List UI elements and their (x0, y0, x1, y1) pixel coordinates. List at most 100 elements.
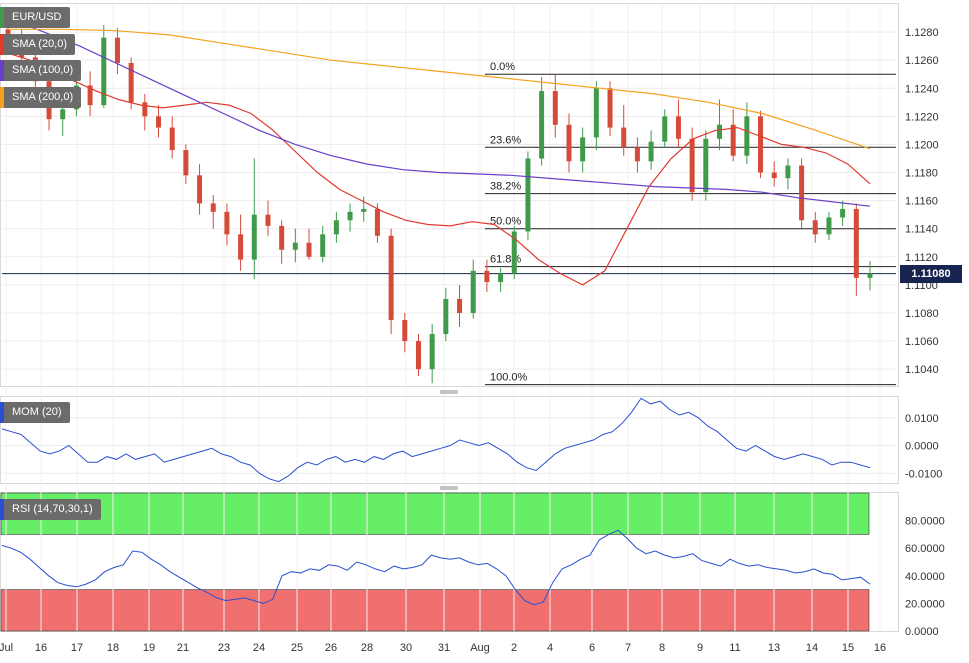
rsi-label: RSI (14,70,30,1) (12, 503, 93, 515)
candle-body (128, 62, 134, 103)
fib-level-label: 50.0% (490, 216, 521, 228)
price-tick-label: 1.1220 (905, 111, 939, 123)
time-tick-label: 14 (806, 642, 818, 654)
sma200-legend[interactable]: SMA (200,0) (0, 87, 82, 108)
sma200-label: SMA (200,0) (12, 91, 74, 103)
candle-body (580, 137, 586, 162)
time-tick-label: 26 (325, 642, 337, 654)
candle-body (374, 209, 380, 236)
mom-legend[interactable]: MOM (20) (0, 402, 70, 423)
candle-body (621, 127, 627, 148)
sma100-legend[interactable]: SMA (100,0) (0, 60, 82, 81)
sma20-legend[interactable]: SMA (20,0) (0, 34, 76, 55)
momentum-tick-label: 0.0100 (905, 413, 939, 425)
symbol-legend[interactable]: EUR/USD (0, 7, 70, 28)
time-tick-label: 4 (547, 642, 553, 654)
rsi-overbought-zone (0, 492, 870, 535)
momentum-tick-label: -0.0100 (905, 468, 942, 480)
rsi-tick-label: 0.0000 (905, 626, 939, 638)
candle-body (771, 172, 777, 179)
sma200-line (8, 28, 871, 150)
momentum-tick-label: 0.0000 (905, 441, 939, 453)
candle-body (320, 234, 326, 257)
legend-swatch (0, 499, 4, 520)
candle-body (457, 298, 463, 313)
candle-body (525, 158, 531, 232)
candle-body (470, 270, 476, 313)
candle-body (443, 298, 449, 335)
time-tick-label: 23 (218, 642, 230, 654)
candle-body (730, 124, 736, 156)
price-tick-label: 1.1200 (905, 139, 939, 151)
price-tick-label: 1.1040 (905, 364, 939, 376)
time-tick-label: 16 (35, 642, 47, 654)
candle-body (511, 231, 517, 274)
candle-body (224, 211, 230, 235)
grid-lines (2, 4, 896, 631)
time-tick-label: 24 (253, 642, 265, 654)
candle-body (853, 209, 859, 278)
candle-body (415, 341, 421, 370)
rsi-zones (0, 492, 870, 632)
rsi-series-line (1, 529, 871, 606)
candle-body (812, 220, 818, 235)
time-tick-label: 9 (697, 642, 703, 654)
legend-swatch (0, 402, 4, 423)
time-tick-label: 16 (874, 642, 886, 654)
time-tick-label: 28 (361, 642, 373, 654)
time-tick-label: 31 (438, 642, 450, 654)
candle-body (429, 334, 435, 370)
candle-body (169, 127, 175, 151)
fib-level-label: 0.0% (490, 61, 515, 73)
legend-swatch (0, 34, 4, 55)
price-tick-label: 1.1180 (905, 168, 938, 180)
sma100-line (7, 17, 871, 207)
last-price-tag: 1.11080 (900, 264, 962, 283)
panel-resize-handle[interactable] (440, 390, 458, 394)
time-tick-label: 25 (291, 642, 303, 654)
fib-level-label: 100.0% (490, 372, 528, 384)
price-tick-label: 1.1140 (905, 224, 938, 236)
candle-body (142, 102, 148, 117)
momentum-series-line (1, 397, 871, 483)
panel-resize-handle[interactable] (440, 486, 458, 490)
candle-body (114, 37, 120, 63)
candle-body (758, 116, 764, 173)
fibonacci-levels: 0.0%23.6%38.2%50.0%61.8%100.0% (2, 61, 896, 386)
price-panel-frame (0, 3, 899, 387)
candle-body (675, 116, 681, 139)
candle-body (183, 150, 189, 176)
rsi-legend[interactable]: RSI (14,70,30,1) (0, 499, 101, 520)
price-tick-label: 1.1160 (905, 196, 938, 208)
fib-level-label: 38.2% (490, 181, 521, 193)
candle-body (238, 234, 244, 260)
candle-body (867, 273, 873, 278)
time-tick-label: Aug (470, 642, 490, 654)
candle-body (744, 116, 750, 156)
time-tick-label: 21 (177, 642, 189, 654)
candle-body (87, 85, 93, 106)
candle-body (292, 242, 298, 250)
time-tick-label: 17 (71, 642, 83, 654)
rsi-tick-label: 80.0000 (905, 516, 945, 528)
rsi-oversold-zone (0, 589, 870, 632)
candle-body (552, 91, 558, 125)
candle-body (593, 88, 599, 138)
legend-swatch (0, 60, 4, 81)
price-tick-label: 1.1120 (905, 252, 938, 264)
rsi-tick-label: 20.0000 (905, 598, 945, 610)
momentum-line (1, 397, 871, 483)
candle-body (210, 203, 216, 212)
candle-body (785, 165, 791, 179)
candle-body (539, 91, 545, 159)
candle-body (60, 109, 66, 120)
time-tick-label: 2 (511, 642, 517, 654)
candle-body (251, 214, 257, 260)
price-tick-label: 1.1060 (905, 336, 939, 348)
candle-body (498, 273, 504, 283)
sma20-label: SMA (20,0) (12, 38, 68, 50)
rsi-line (1, 529, 871, 606)
candle-body (826, 217, 832, 235)
